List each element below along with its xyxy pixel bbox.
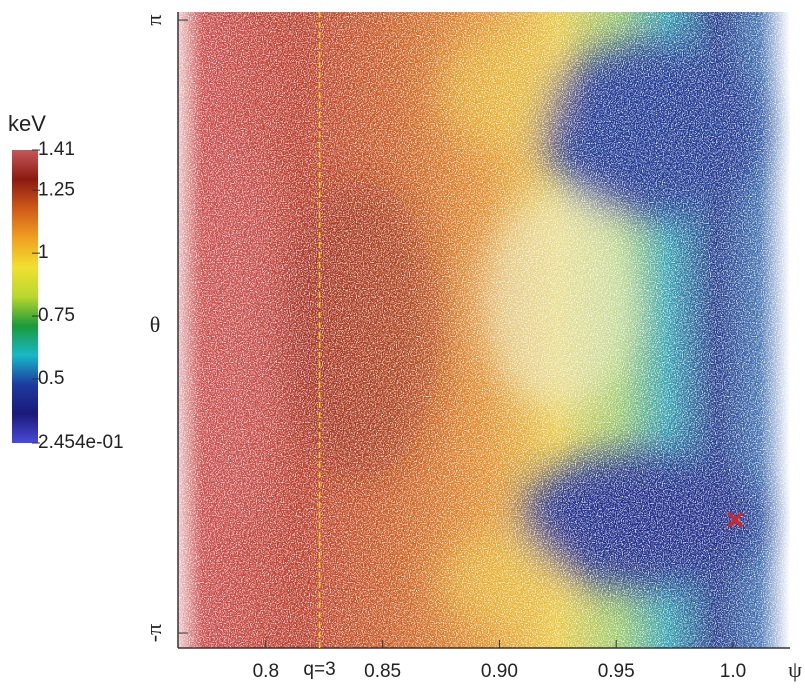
x-axis-label: ψ [788,657,802,682]
x-tick-label: 0.8 [253,661,279,682]
y-axis-label: θ [150,312,161,337]
colorbar-label: keV [8,111,46,136]
x-point [727,511,744,528]
plot-area [178,12,790,648]
colorbar-tick-label: 2.454e-01 [38,432,124,453]
colorbar-tick-label: 1.41 [38,139,75,160]
x-tick-label: 0.95 [598,661,635,682]
y-tick-label: π [141,14,166,25]
colorbar [12,150,38,443]
y-tick-label: -π [141,624,166,642]
colorbar-tick-label: 0.5 [38,368,64,389]
x-tick-label: 0.85 [364,661,401,682]
colorbar-tick-label: 0.75 [38,305,75,326]
annotation-label: q=3 [303,659,335,680]
speckle [178,12,790,648]
x-tick-label: 0.90 [481,661,518,682]
x-tick-label: 1.0 [720,661,746,682]
colorbar-tick-label: 1.25 [38,179,75,200]
colorbar-tick-label: 1 [38,242,49,263]
